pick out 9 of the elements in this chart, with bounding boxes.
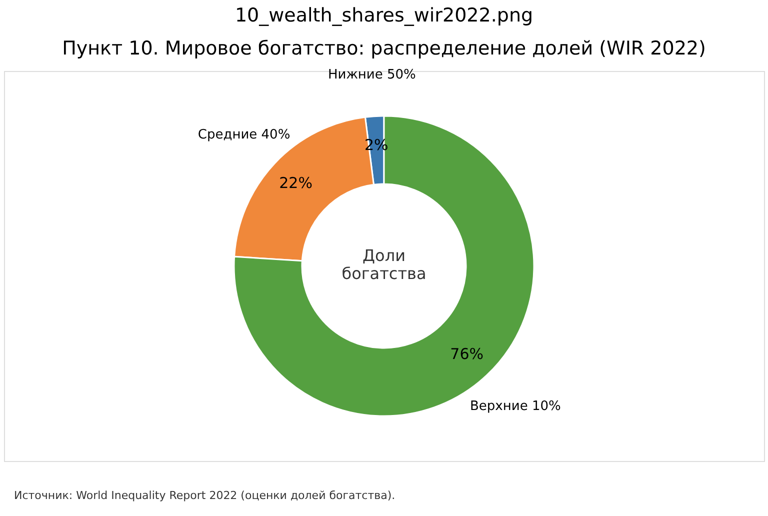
data-label: 22%	[279, 174, 312, 192]
chart-title: 10_wealth_shares_wir2022.png	[234, 4, 534, 26]
text: Доли богатства	[342, 246, 426, 283]
data-label: 76%	[450, 345, 484, 364]
slice-label: Верхние 10%	[470, 398, 561, 414]
chart-subtitle: Пункт 10. Мировое богатство: распределение долей (WIR 2022)	[62, 37, 706, 60]
slice-label: Нижние 50%	[328, 67, 416, 82]
text: Источник: World Inequality Report 2022 (оценки долей богатства).	[14, 489, 396, 502]
slice-label: Средние 40%	[198, 128, 290, 143]
